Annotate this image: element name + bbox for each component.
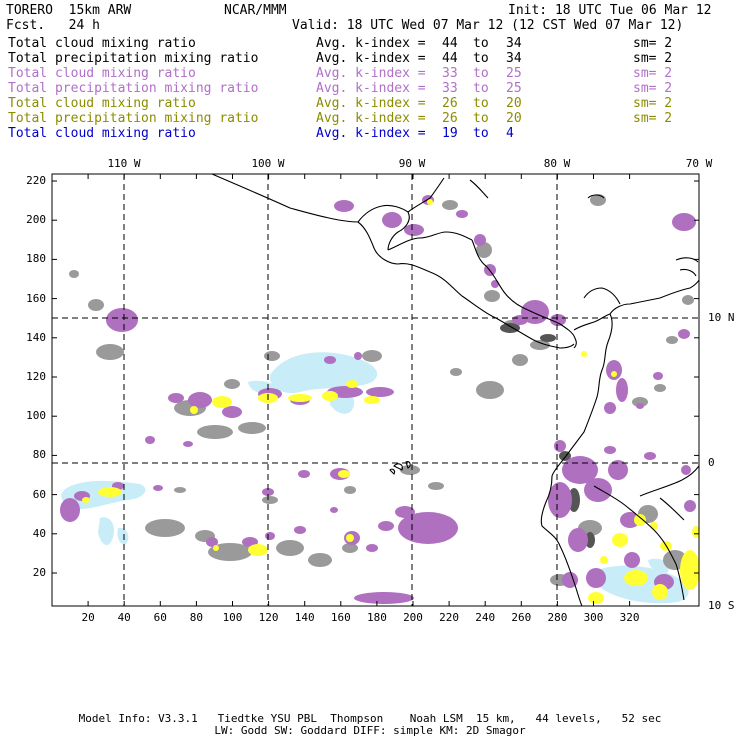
x-tick-label: 260 xyxy=(511,611,532,624)
x-tick-label: 180 xyxy=(366,611,387,624)
legend-smoothing: sm= 2 xyxy=(633,96,673,111)
legend-smoothing: sm= 2 xyxy=(633,36,673,51)
legend-index-high: 44 xyxy=(442,51,458,66)
x-tick-label: 140 xyxy=(294,611,315,624)
legend-smoothing: sm= 2 xyxy=(633,81,673,96)
legend-field-name: Total cloud mixing ratio xyxy=(8,126,196,141)
y-tick-label: 100 xyxy=(26,409,46,423)
latitude-label: 0 xyxy=(708,456,715,469)
legend-index-low: 34 xyxy=(506,51,522,66)
longitude-label: 90 W xyxy=(398,157,426,170)
y-tick-label: 180 xyxy=(26,252,46,266)
legend-field-name: Total precipitation mixing ratio xyxy=(8,111,259,126)
legend-index-high: 44 xyxy=(442,36,458,51)
legend-avg-label: Avg. k-index = xyxy=(316,111,426,126)
legend-smoothing: sm= 2 xyxy=(633,66,673,81)
legend-to-label: to xyxy=(473,51,489,66)
axis-ticks xyxy=(52,174,699,606)
x-tick-label: 20 xyxy=(81,611,95,624)
model-info: Model Info: V3.3.1 Tiedtke YSU PBL Thomp… xyxy=(78,712,662,725)
y-tick-label: 20 xyxy=(32,566,46,579)
legend-to-label: to xyxy=(473,66,489,81)
legend-avg-label: Avg. k-index = xyxy=(316,96,426,111)
physics-info: LW: Godd SW: Goddard DIFF: simple KM: 2D… xyxy=(214,724,526,737)
x-tick-label: 120 xyxy=(258,611,279,624)
x-tick-label: 80 xyxy=(189,611,204,624)
forecast-hour: Fcst. 24 h xyxy=(6,18,100,33)
legend-field-name: Total precipitation mixing ratio xyxy=(8,51,259,66)
legend-index-low: 34 xyxy=(506,36,522,51)
x-tick-label: 300 xyxy=(583,611,604,624)
x-tick-label: 220 xyxy=(439,611,460,624)
latitude-label: 10 S xyxy=(708,599,735,612)
legend-avg-label: Avg. k-index = xyxy=(316,36,426,51)
legend-to-label: to xyxy=(473,111,489,126)
y-tick-label: 120 xyxy=(26,370,46,383)
y-tick-label: 60 xyxy=(32,487,46,501)
legend-avg-label: Avg. k-index = xyxy=(316,81,426,96)
legend-index-high: 19 xyxy=(442,126,458,141)
legend-index-low: 20 xyxy=(506,111,522,126)
longitude-label: 110 W xyxy=(107,157,141,170)
coastlines xyxy=(211,174,699,606)
x-tick-label: 200 xyxy=(403,611,423,624)
y-tick-label: 200 xyxy=(26,213,46,227)
model-title: TORERO 15km ARW xyxy=(6,3,132,18)
legend-index-high: 33 xyxy=(442,81,458,96)
x-tick-label: 100 xyxy=(222,611,243,624)
longitude-label: 100 W xyxy=(251,157,285,170)
x-tick-label: 320 xyxy=(619,611,640,624)
legend-index-low: 20 xyxy=(506,96,522,111)
y-tick-label: 80 xyxy=(32,448,46,462)
legend-to-label: to xyxy=(473,81,489,96)
legend-avg-label: Avg. k-index = xyxy=(316,51,426,66)
center-label: NCAR/MMM xyxy=(224,3,287,18)
x-tick-label: 60 xyxy=(153,611,167,624)
valid-time: Valid: 18 UTC Wed 07 Mar 12 (12 CST Wed … xyxy=(292,18,684,33)
x-tick-label: 280 xyxy=(547,611,568,624)
legend-index-high: 33 xyxy=(442,66,458,81)
legend-field-name: Total cloud mixing ratio xyxy=(8,36,196,51)
longitude-label: 70 W xyxy=(685,157,713,170)
graticule xyxy=(52,174,699,606)
legend-avg-label: Avg. k-index = xyxy=(316,126,426,141)
init-time: Init: 18 UTC Tue 06 Mar 12 xyxy=(508,3,712,18)
legend-index-low: 4 xyxy=(506,126,514,141)
x-tick-label: 40 xyxy=(117,611,131,624)
legend-to-label: to xyxy=(473,126,489,141)
legend-field-name: Total cloud mixing ratio xyxy=(8,66,196,81)
legend-index-high: 26 xyxy=(442,96,458,111)
legend-to-label: to xyxy=(473,36,489,51)
legend-index-low: 25 xyxy=(506,81,522,96)
y-tick-label: 160 xyxy=(26,291,46,305)
x-tick-label: 160 xyxy=(330,611,351,624)
y-tick-label: 220 xyxy=(26,174,46,187)
legend-field-name: Total precipitation mixing ratio xyxy=(8,81,259,96)
legend-smoothing: sm= 2 xyxy=(633,51,673,66)
legend-field-name: Total cloud mixing ratio xyxy=(8,96,196,111)
latitude-label: 10 N xyxy=(708,311,735,324)
legend-index-high: 26 xyxy=(442,111,458,126)
longitude-label: 80 W xyxy=(543,157,571,170)
x-tick-label: 240 xyxy=(475,611,496,624)
precip-shading-yellow xyxy=(82,199,699,604)
y-tick-label: 40 xyxy=(32,526,46,540)
legend-to-label: to xyxy=(473,96,489,111)
y-tick-label: 140 xyxy=(26,330,46,344)
legend-smoothing: sm= 2 xyxy=(633,111,673,126)
legend-index-low: 25 xyxy=(506,66,522,81)
plot-frame xyxy=(51,173,700,607)
legend-avg-label: Avg. k-index = xyxy=(316,66,426,81)
